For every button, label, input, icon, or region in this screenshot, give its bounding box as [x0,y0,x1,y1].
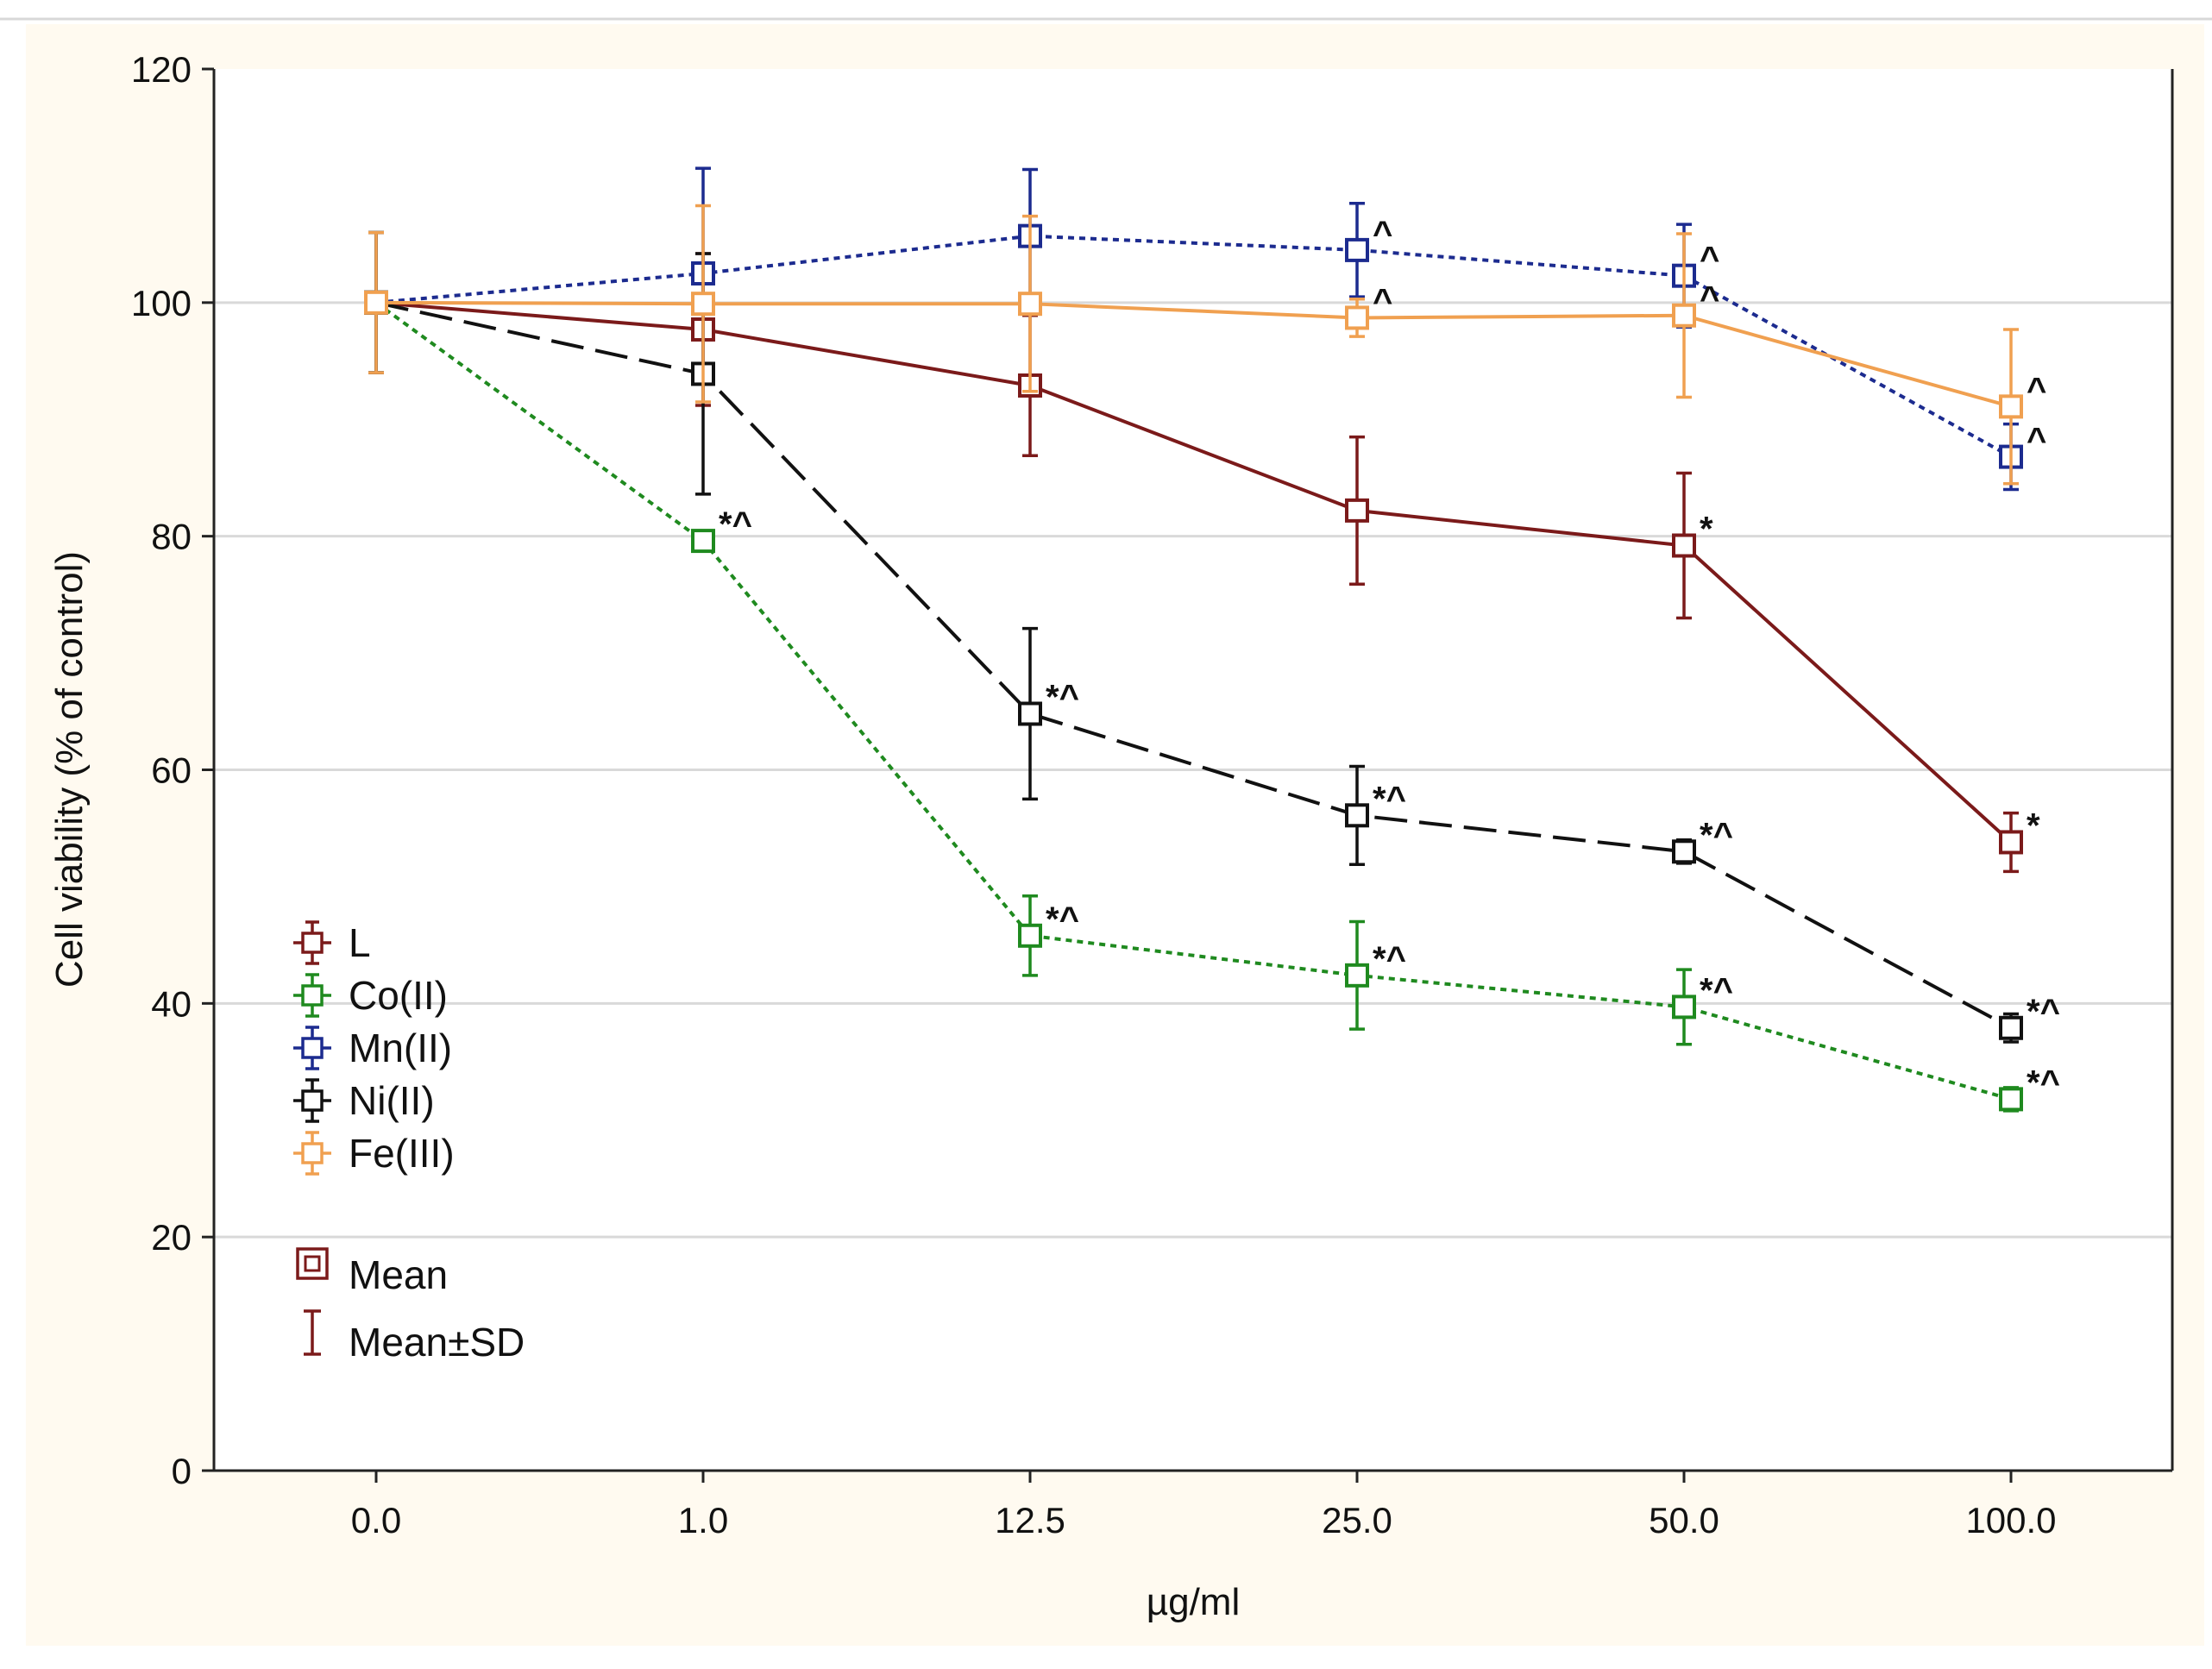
data-point [1999,394,2023,419]
legend-marker [301,1037,324,1059]
y-tick-label: 120 [131,49,192,90]
x-tick-label: 50.0 [1649,1500,1719,1540]
axes: 0 20 40 60 80 100 120 0.0 1.0 12.5 25.0 50.0 100.0 [131,49,2174,1540]
legend-marker [301,1142,324,1164]
legend-entry: Ni(II) [293,1078,435,1123]
significance-mark: ^ [1373,215,1392,253]
data-point [1345,305,1369,330]
legend-marker [301,932,324,954]
significance-mark: ^ [1700,280,1719,318]
legend-marker [301,984,324,1007]
legend-entry: Co(II) [293,973,448,1018]
x-tick-label: 25.0 [1322,1500,1392,1540]
significance-mark: ^ [1700,241,1719,279]
significance-mark: *^ [1046,679,1079,717]
series-line [375,300,2012,1030]
significance-mark: ^ [1373,282,1392,320]
y-tick-label: 80 [151,517,192,557]
series-line [375,300,2013,844]
series [364,166,2023,1113]
data-point [1672,994,1696,1020]
data-point [364,290,388,315]
data-point [1999,830,2023,855]
x-tick-label: 1.0 [678,1500,728,1540]
data-point [691,529,715,554]
legend-entry: Mn(II) [293,1026,452,1070]
significance-mark: *^ [1700,971,1733,1009]
significance-mark: ^ [2027,422,2046,460]
y-tick-label: 100 [131,283,192,323]
legend-label: Fe(III) [349,1131,455,1176]
y-tick-label: 0 [172,1451,192,1491]
x-tick-label: 12.5 [995,1500,1065,1540]
data-point [1345,963,1369,988]
data-point [1018,292,1042,317]
significance-mark: *^ [2027,1064,2060,1101]
significance-mark: *^ [1046,900,1079,938]
legend-label: Co(II) [349,973,448,1018]
series-feiii [364,204,2023,486]
y-tick-label: 60 [151,750,192,791]
data-point [1672,303,1696,328]
x-tick-label: 0.0 [351,1500,401,1540]
y-axis-title: Cell viability (% of control) [48,551,91,988]
legend-label: L [349,920,371,965]
y-tick-label: 20 [151,1217,192,1258]
legend-sd-label: Mean±SD [349,1320,525,1365]
significance-mark: *^ [719,505,752,543]
data-point [1018,923,1042,948]
legend-label: Mn(II) [349,1026,452,1070]
legend: L Co(II) Mn(II) Ni(II) Fe(III) Mean Mean±SD [293,920,525,1365]
data-point [691,292,715,317]
x-axis-title: µg/ml [1147,1581,1240,1623]
data-point [1345,803,1369,828]
data-point [1345,237,1369,262]
significance-mark: *^ [2027,993,2060,1031]
significance-mark: * [2027,806,2040,844]
legend-mean-marker-inner [304,1255,321,1272]
legend-entry: L [293,920,371,965]
data-point [1999,1015,2023,1040]
series-line [374,301,2012,1101]
data-point [1999,1087,2023,1112]
legend-marker [301,1089,324,1112]
gridlines [214,301,2172,1239]
significance-mark: *^ [1700,816,1733,854]
data-point [1672,533,1696,558]
data-point [1018,701,1042,726]
significance-mark: *^ [1373,940,1406,978]
x-tick-label: 100.0 [1965,1500,2056,1540]
y-tick-label: 40 [151,983,192,1024]
significance-mark: *^ [1373,780,1406,818]
legend-label: Ni(II) [349,1078,435,1123]
data-point [1672,839,1696,864]
series-line [375,300,2012,409]
series-line [375,234,2012,459]
significance-mark: ^ [2027,371,2046,409]
legend-mean-label: Mean [349,1252,448,1297]
data-point [1345,498,1369,523]
significance-mark: * [1700,511,1713,549]
legend-entry: Fe(III) [293,1131,455,1176]
significance-annotations: ***^*^*^*^*^^^^*^*^*^*^^ ^^ [719,215,2060,1101]
